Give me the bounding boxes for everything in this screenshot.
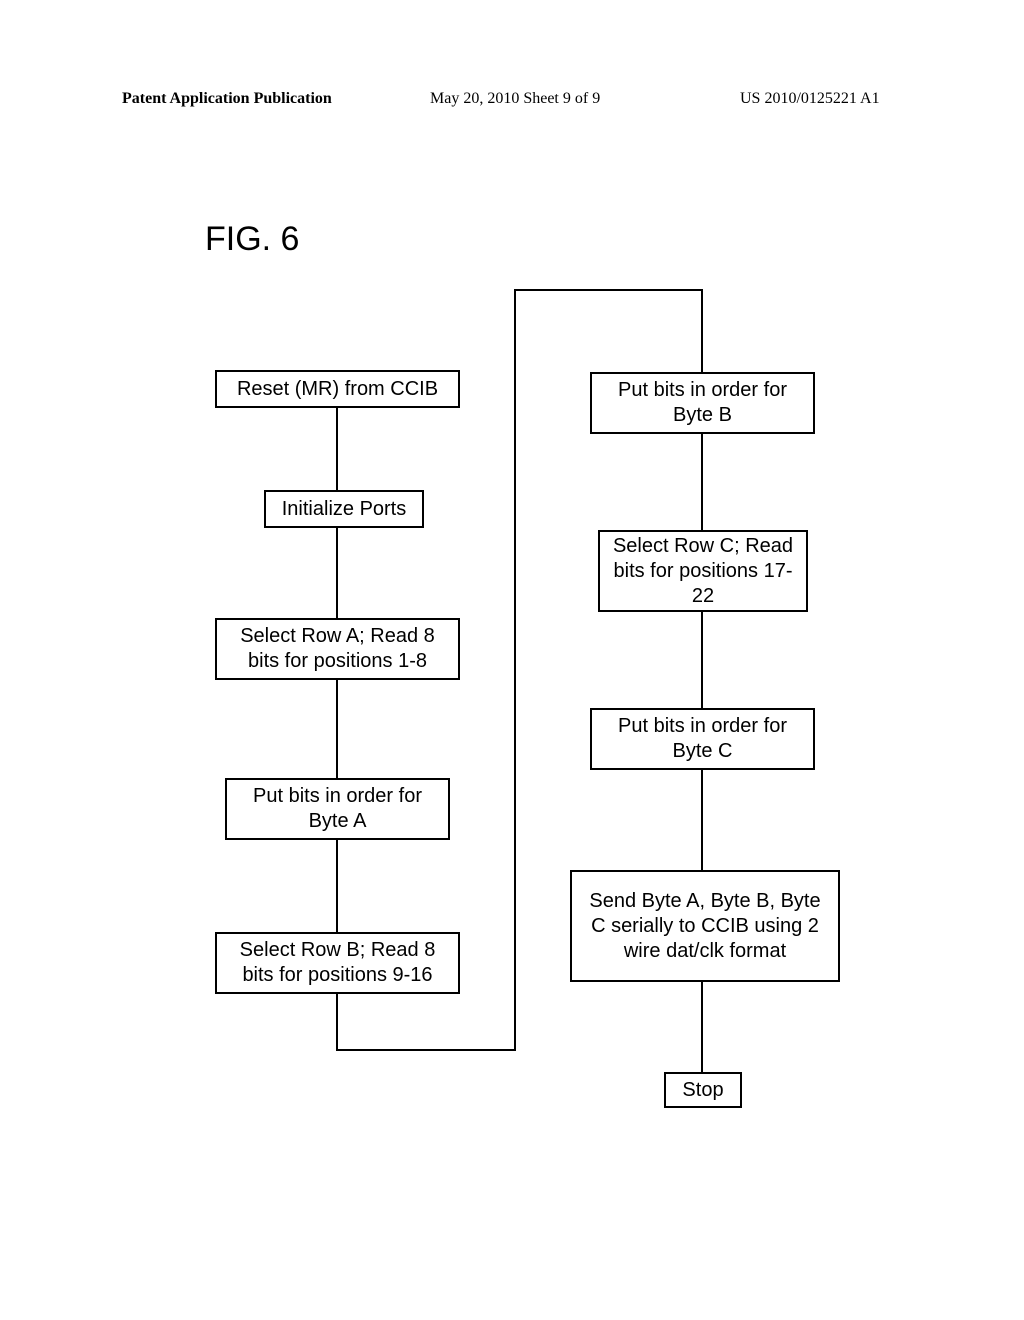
flow-node-n5: Select Row B; Read 8 bits for positions … xyxy=(215,932,460,994)
flow-node-n8: Put bits in order for Byte C xyxy=(590,708,815,770)
page-container: Patent Application Publication May 20, 2… xyxy=(0,0,1024,1320)
flow-node-n9: Send Byte A, Byte B, Byte C serially to … xyxy=(570,870,840,982)
flow-node-n1: Reset (MR) from CCIB xyxy=(215,370,460,408)
flow-node-n6: Put bits in order for Byte B xyxy=(590,372,815,434)
flowchart-connectors xyxy=(0,0,1024,1320)
flow-node-n7: Select Row C; Read bits for positions 17… xyxy=(598,530,808,612)
header-left-text: Patent Application Publication xyxy=(122,90,332,108)
header-mid-text: May 20, 2010 Sheet 9 of 9 xyxy=(430,90,600,108)
flow-node-n10: Stop xyxy=(664,1072,742,1108)
flow-node-n2: Initialize Ports xyxy=(264,490,424,528)
header-right-text: US 2010/0125221 A1 xyxy=(740,90,880,108)
flow-node-n4: Put bits in order for Byte A xyxy=(225,778,450,840)
flow-node-n3: Select Row A; Read 8 bits for positions … xyxy=(215,618,460,680)
figure-label: FIG. 6 xyxy=(205,220,299,259)
